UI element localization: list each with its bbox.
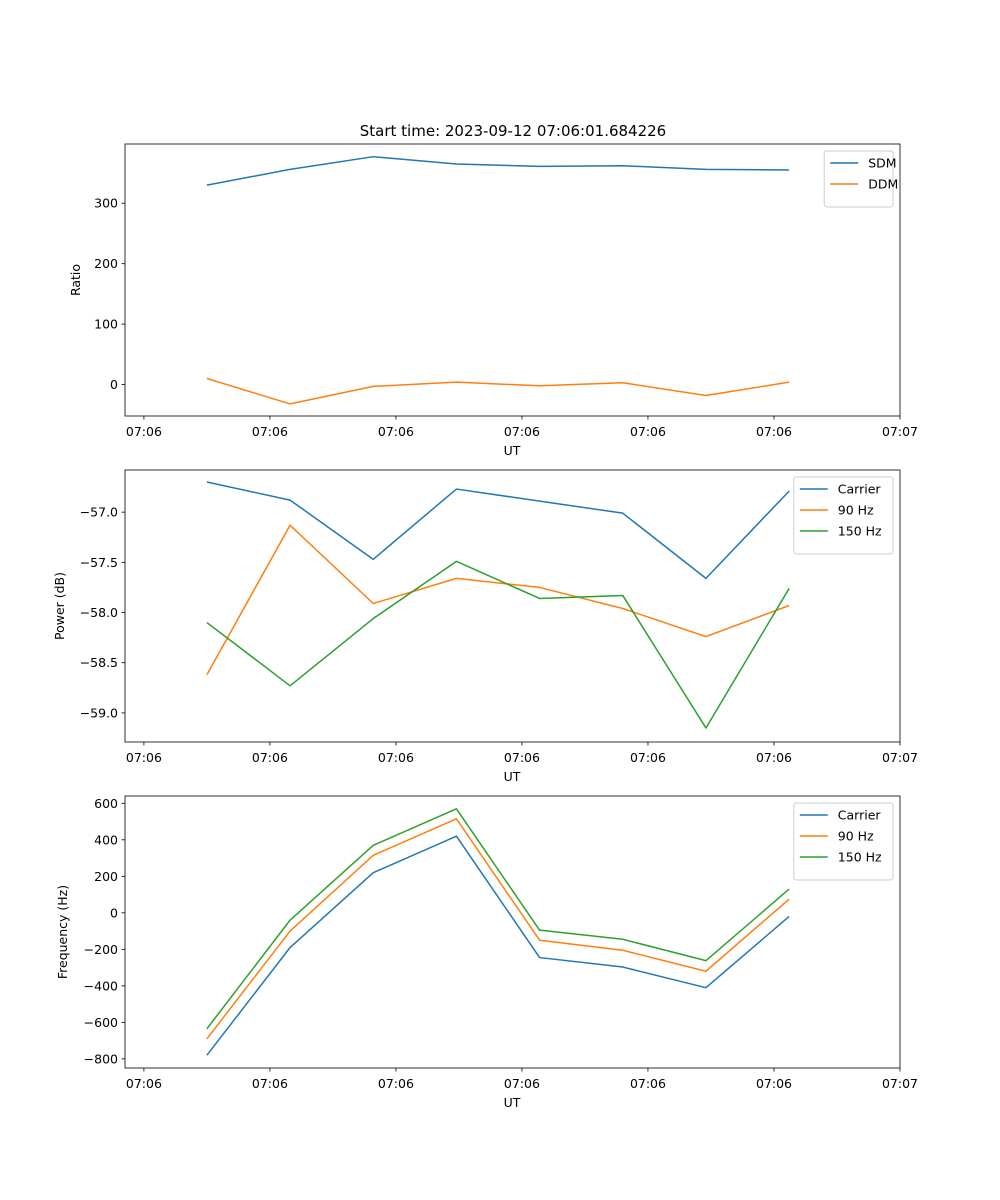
y-tick-label: −600: [84, 1015, 118, 1030]
x-axis-label: UT: [504, 1095, 521, 1110]
y-axis-label: Ratio: [68, 264, 83, 296]
y-tick-label: 400: [94, 832, 118, 847]
legend-label-ddm: DDM: [868, 177, 898, 192]
chart-panel-1: 07:06 07:06 07:06 07:06 07:06 07:06 07:07 0 100 2…: [68, 143, 918, 458]
legend-label-150-hz: 150 Hz: [838, 850, 882, 865]
axes-frame: [124, 143, 901, 417]
axes-frame: [124, 469, 901, 743]
x-tick-label: 07:07: [882, 424, 918, 439]
series-line-sdm: [206, 155, 790, 186]
x-tick-label: 07:06: [630, 750, 666, 765]
x-tick-label: 07:06: [126, 1076, 162, 1091]
x-tick-label: 07:06: [126, 424, 162, 439]
legend-label-150-hz: 150 Hz: [838, 524, 882, 539]
x-tick-label: 07:07: [882, 750, 918, 765]
y-tick-label: −57.5: [80, 555, 118, 570]
x-tick-label: 07:06: [630, 1076, 666, 1091]
legend: Carrier 90 Hz 150 Hz: [793, 802, 894, 881]
legend-label-carrier: Carrier: [838, 482, 882, 497]
x-tick-label: 07:06: [378, 424, 414, 439]
legend: SDM DDM: [823, 150, 898, 208]
y-tick-label: 0: [110, 905, 118, 920]
x-axis-label: UT: [504, 443, 521, 458]
y-axis-label: Power (dB): [52, 572, 67, 640]
y-tick-label: 100: [94, 317, 118, 332]
x-tick-label: 07:06: [378, 750, 414, 765]
x-tick-label: 07:06: [504, 1076, 540, 1091]
series-line-90-hz: [206, 524, 790, 676]
series-line-150-hz: [206, 808, 790, 1030]
y-axis-label: Frequency (Hz): [55, 885, 70, 979]
figure-title: Start time: 2023-09-12 07:06:01.684226: [360, 122, 666, 140]
legend-box: [793, 476, 894, 555]
legend: Carrier 90 Hz 150 Hz: [793, 476, 894, 555]
y-tick-label: −59.0: [80, 705, 118, 720]
y-tick-label: 600: [94, 796, 118, 811]
legend-box: [823, 150, 894, 208]
x-tick-label: 07:06: [630, 424, 666, 439]
y-tick-label: −58.0: [80, 605, 118, 620]
y-tick-label: −800: [84, 1051, 118, 1066]
y-tick-label: 200: [94, 869, 118, 884]
x-tick-label: 07:06: [756, 1076, 792, 1091]
x-tick-label: 07:06: [252, 424, 288, 439]
legend-label-90-hz: 90 Hz: [838, 829, 874, 844]
series-line-150-hz: [206, 560, 790, 729]
y-tick-label: −57.0: [80, 505, 118, 520]
y-tick-label: −200: [84, 942, 118, 957]
series-line-carrier: [206, 481, 790, 580]
x-tick-label: 07:06: [126, 750, 162, 765]
x-tick-label: 07:06: [378, 1076, 414, 1091]
x-tick-label: 07:06: [252, 750, 288, 765]
x-tick-label: 07:06: [756, 750, 792, 765]
axes-frame: [124, 795, 901, 1069]
x-axis-label: UT: [504, 769, 521, 784]
y-tick-label: −58.5: [80, 655, 118, 670]
x-tick-label: 07:06: [504, 750, 540, 765]
y-tick-label: 200: [94, 256, 118, 271]
x-tick-label: 07:06: [756, 424, 792, 439]
series-line-carrier: [206, 835, 790, 1056]
legend-label-sdm: SDM: [868, 156, 896, 171]
legend-box: [793, 802, 894, 881]
charts-container: 07:06 07:06 07:06 07:06 07:06 07:06 07:07 0 100 2…: [52, 143, 918, 1110]
legend-label-carrier: Carrier: [838, 808, 882, 823]
series-line-ddm: [206, 377, 790, 405]
x-tick-label: 07:07: [882, 1076, 918, 1091]
chart-panel-2: 07:06 07:06 07:06 07:06 07:06 07:06 07:07 −59.0…: [52, 469, 918, 784]
legend-label-90-hz: 90 Hz: [838, 503, 874, 518]
x-tick-label: 07:06: [252, 1076, 288, 1091]
y-tick-label: −400: [84, 978, 118, 993]
chart-panel-3: 07:06 07:06 07:06 07:06 07:06 07:06 07:07 −800 −…: [55, 795, 918, 1110]
y-tick-label: 300: [94, 196, 118, 211]
y-tick-label: 0: [110, 377, 118, 392]
series-line-90-hz: [206, 818, 790, 1040]
x-tick-label: 07:06: [504, 424, 540, 439]
